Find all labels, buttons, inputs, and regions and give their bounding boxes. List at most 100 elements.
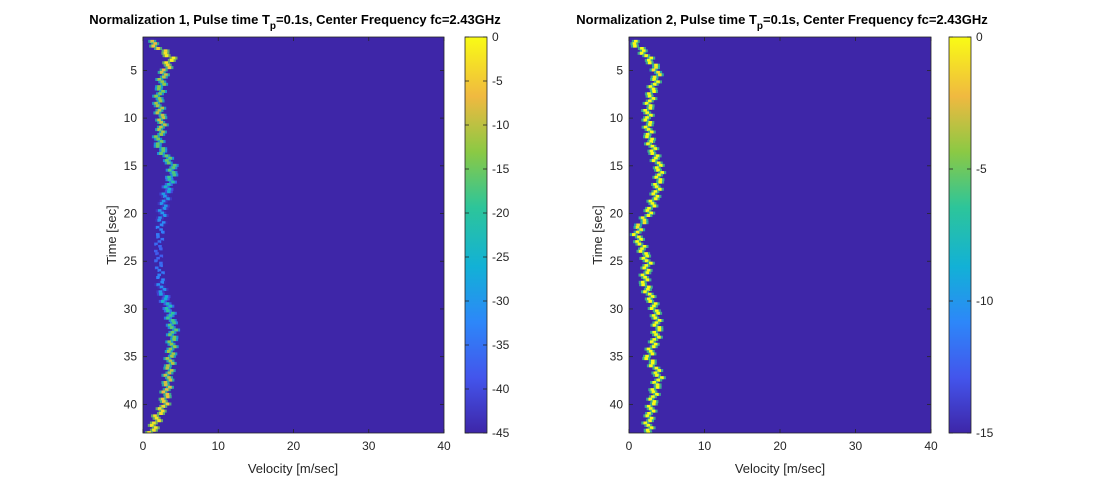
y-tick-label: 35 [610,350,624,364]
heatmap-cell [655,392,659,396]
colorbar-tick-label: -15 [492,162,510,176]
heatmap-cell [652,90,656,93]
colorbar-tick-label: -45 [492,426,510,440]
heatmap-cell [159,223,164,227]
heatmap-cell [646,423,651,427]
heatmap-cell [157,419,161,423]
y-tick-label: 10 [610,111,624,125]
heatmap-cell [654,175,659,179]
colorbar-tick-label: -40 [492,382,510,396]
colorbar-tick-label: -15 [976,426,994,440]
heatmap-cell [651,409,656,413]
heatmap-cell [155,252,159,256]
heatmap-cell [162,75,166,79]
heatmap-cell [650,352,655,356]
heatmap-cell [157,407,162,411]
heatmap-cell [159,285,164,289]
heatmap-cell [644,264,649,268]
heatmap-cell [647,297,651,301]
heatmap-cell [647,206,651,210]
heatmap-cell [163,49,168,53]
heatmap-cell [639,228,643,232]
y-tick-label: 25 [124,254,138,268]
heatmap-cell [639,237,643,241]
heatmap-cell [161,390,166,394]
heatmap-cell [632,42,637,46]
heatmap-cell [157,209,162,213]
heatmap-cell [657,326,662,330]
x-tick-label: 20 [287,439,301,453]
y-tick-label: 5 [130,63,137,77]
heatmap-cell [170,354,174,358]
heatmap-cell [162,214,167,217]
heatmap-cell [161,90,165,93]
heatmap-cell [165,357,170,361]
heatmap-cell [172,345,177,349]
heatmap-cell [163,194,167,198]
heatmap-cell [160,80,165,84]
heatmap-cell [154,135,158,139]
heatmap-cell [156,233,160,237]
heatmap-cell [651,68,656,72]
heatmap-cell [655,154,660,158]
heatmap-cell [648,299,652,303]
heatmap-cell [652,402,656,406]
heatmap-cell [646,288,650,291]
heatmap-cell [168,333,172,337]
heatmap-cell [644,101,649,105]
heatmap-cell [643,118,648,122]
heatmap-cell [174,328,178,332]
heatmap-cell [172,173,177,177]
heatmap-cell [163,373,168,377]
heatmap-cell [154,101,158,105]
heatmap-cell [659,163,663,167]
heatmap-cell [652,338,656,342]
x-tick-label: 40 [437,439,451,453]
x-tick-label: 30 [362,439,376,453]
heatmap-cell [653,302,658,306]
heatmap-cell [167,183,171,186]
plot-area [629,37,931,433]
heatmap-cell [650,152,655,155]
heatmap-cell [169,342,174,346]
heatmap-cell [656,168,660,172]
heatmap-cell [652,330,656,334]
heatmap-cell [655,383,660,387]
heatmap-cell [158,290,163,294]
heatmap-cell [155,144,160,148]
heatmap-cell [156,276,160,279]
heatmap-cell [635,230,640,234]
heatmap-cell [658,180,662,184]
heatmap-cell [655,373,659,377]
heatmap-cell [165,366,170,370]
heatmap-cell [637,242,642,246]
heatmap-cell [644,252,648,256]
heatmap-cell [157,218,161,222]
heatmap-cell [157,128,161,132]
heatmap-cell [171,311,175,315]
heatmap-cell [157,78,162,81]
heatmap-cell [640,280,645,284]
heatmap-cell [652,204,657,208]
heatmap-cell [652,82,657,86]
heatmap-cell [632,233,636,237]
heatmap-cell [170,330,175,334]
heatmap-cell [649,307,654,310]
heatmap-cell [648,397,652,401]
heatmap-cell [161,404,165,408]
heatmap-cell [171,180,175,184]
heatmap-cell [639,51,644,55]
heatmap-cell [644,357,648,361]
heatmap-cell [161,192,166,196]
heatmap-cell [165,392,170,396]
heatmap-cell [169,326,174,330]
heatmap-cell [649,416,654,420]
heatmap-cell [649,364,653,368]
heatmap-cell [167,187,172,191]
y-tick-label: 15 [610,159,624,173]
heatmap-cell [160,113,165,117]
heatmap-cell [170,319,175,322]
heatmap-cell [647,292,652,296]
heatmap-cell [159,412,163,415]
